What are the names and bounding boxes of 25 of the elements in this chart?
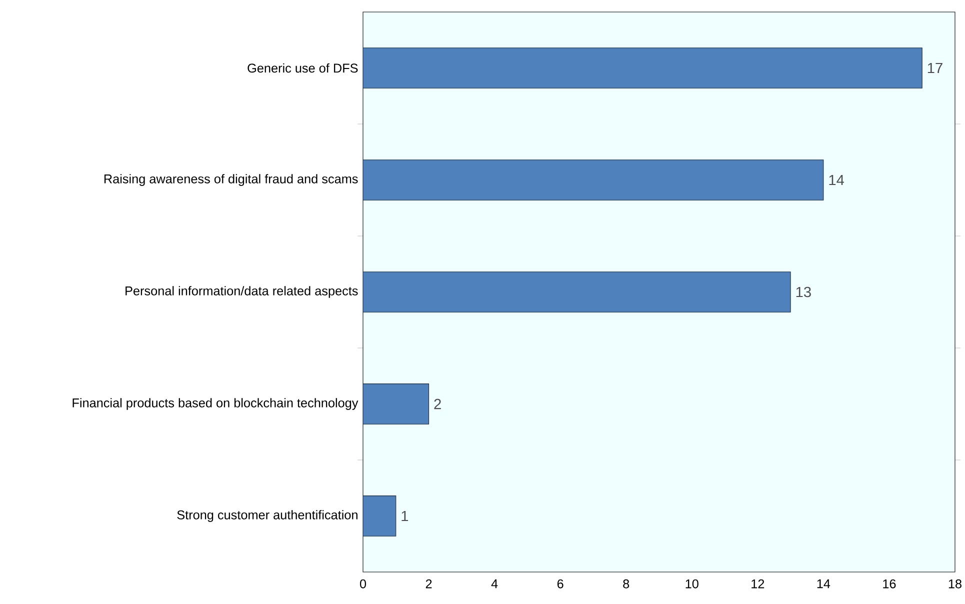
y-tick-label: Generic use of DFS [248,63,358,73]
bar [363,496,396,536]
x-tick-label: 12 [752,579,764,588]
bar [363,160,824,200]
x-tick-label: 16 [883,579,896,588]
x-tick-label: 2 [426,579,432,588]
data-label: 17 [928,62,942,74]
bar [363,384,430,424]
y-tick-label: Raising awareness of digital fraud and scams [104,174,358,186]
x-tick-label: 10 [686,579,698,588]
bar [363,272,791,312]
bar [363,48,922,88]
x-tick-label: 6 [557,579,564,588]
x-tick-label: 14 [817,579,830,588]
x-tick-label: 8 [623,579,630,588]
data-label: 14 [829,174,844,186]
y-tick-label: Strong customer authentification [177,510,358,522]
x-tick-label: 18 [948,579,962,588]
y-tick-label: Personal information/data related aspects [126,286,358,298]
x-tick-label: 0 [360,579,366,588]
data-label: 1 [402,510,408,522]
x-tick-label: 4 [491,579,498,588]
data-label: 13 [796,286,811,298]
data-label: 2 [434,398,441,410]
y-tick-label: Financial products based on blockchain technology [72,398,358,410]
